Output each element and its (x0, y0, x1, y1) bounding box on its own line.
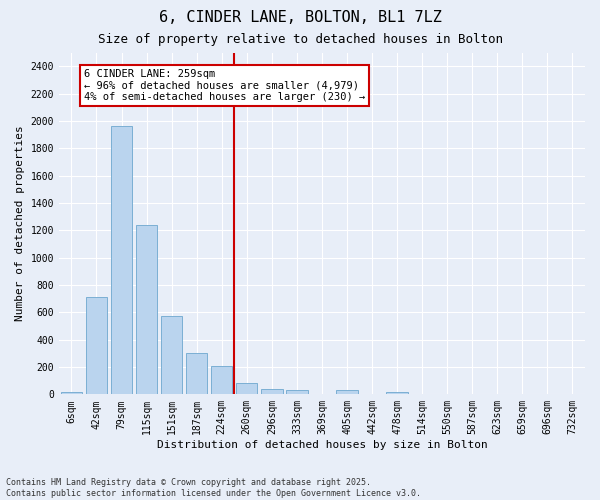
Bar (61, 392, 82, 394)
Text: Size of property relative to detached houses in Bolton: Size of property relative to detached ho… (97, 32, 503, 46)
Bar (286, 390, 308, 394)
Bar (186, 352, 208, 395)
Bar (261, 389, 283, 394)
Text: 6, CINDER LANE, BOLTON, BL1 7LZ: 6, CINDER LANE, BOLTON, BL1 7LZ (158, 10, 442, 25)
Bar (111, 126, 132, 394)
X-axis label: Distribution of detached houses by size in Bolton: Distribution of detached houses by size … (157, 440, 487, 450)
Bar (211, 366, 232, 394)
Bar (386, 392, 408, 394)
Bar (236, 384, 257, 394)
Text: Contains HM Land Registry data © Crown copyright and database right 2025.
Contai: Contains HM Land Registry data © Crown c… (6, 478, 421, 498)
Y-axis label: Number of detached properties: Number of detached properties (15, 126, 25, 322)
Bar (136, 225, 157, 394)
Bar (86, 296, 107, 394)
Bar (161, 316, 182, 394)
Text: 6 CINDER LANE: 259sqm
← 96% of detached houses are smaller (4,979)
4% of semi-de: 6 CINDER LANE: 259sqm ← 96% of detached … (84, 69, 365, 102)
Bar (337, 390, 358, 394)
